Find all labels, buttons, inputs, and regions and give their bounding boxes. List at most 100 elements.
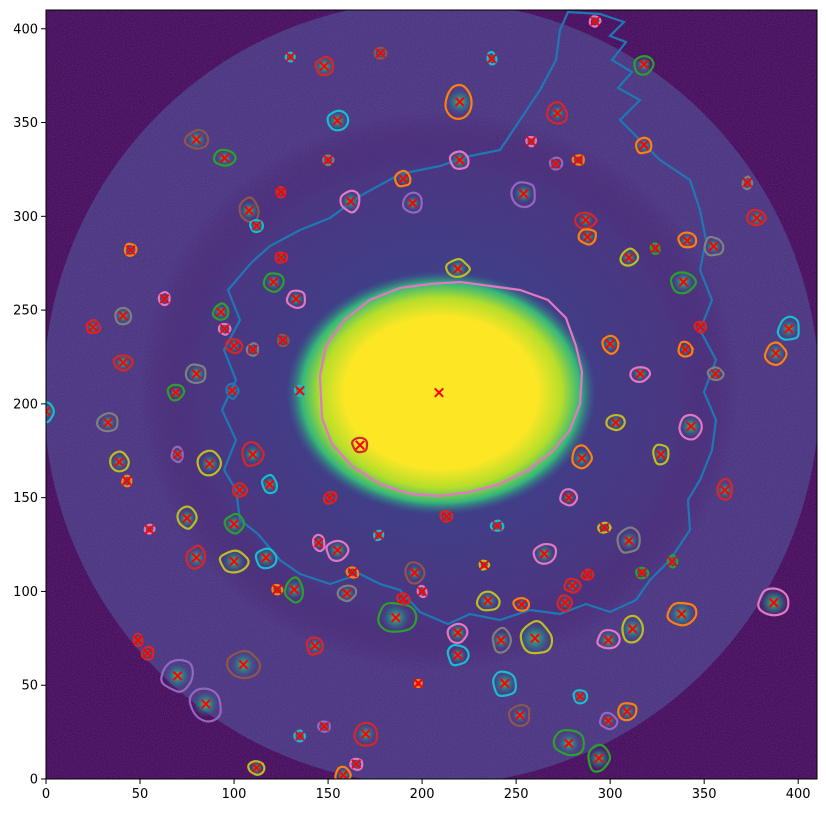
source-marker (133, 635, 144, 646)
source-marker (682, 235, 693, 246)
source-marker (593, 753, 604, 764)
source-contour (444, 83, 473, 120)
source-marker (251, 220, 262, 231)
source-marker (325, 492, 335, 503)
source-marker (345, 196, 356, 207)
source-marker (539, 549, 550, 559)
source-marker (118, 357, 129, 368)
source-contour (629, 366, 652, 384)
source-contour (491, 626, 512, 654)
source-marker (313, 537, 324, 548)
source-marker (191, 368, 202, 379)
source-marker (338, 770, 349, 779)
source-contour (196, 449, 223, 477)
source-contour (512, 597, 531, 612)
source-marker (204, 458, 215, 469)
source-marker (486, 53, 497, 64)
source-contour (546, 101, 569, 125)
source-marker (563, 738, 574, 749)
source-contour (225, 382, 240, 400)
source-contour (475, 590, 501, 612)
source-contour (677, 231, 698, 249)
source-contour (212, 148, 237, 167)
source-contour (262, 272, 285, 293)
source-markers (46, 16, 794, 779)
source-marker (227, 385, 238, 396)
source-marker (441, 511, 452, 522)
source-contour (95, 412, 119, 433)
x-tick-label: 0 (42, 787, 50, 802)
source-marker (676, 609, 687, 619)
source-contour (314, 55, 335, 77)
source-marker (229, 340, 239, 351)
x-tick-label: 50 (132, 787, 149, 802)
source-contour (598, 711, 619, 731)
source-marker (639, 140, 649, 150)
source-contour (140, 645, 155, 661)
source-contour (489, 519, 505, 532)
source-marker (599, 522, 610, 533)
source-contour (556, 594, 574, 613)
source-contour (669, 271, 697, 295)
source-contour (160, 658, 194, 693)
source-marker (244, 205, 254, 216)
x-tick-label: 150 (316, 787, 341, 802)
source-contour (574, 211, 598, 230)
source-marker (200, 699, 211, 709)
source-contour (571, 154, 585, 166)
source-contour (577, 228, 598, 246)
source-marker (454, 155, 465, 165)
source-marker (103, 417, 113, 428)
source-marker (550, 158, 561, 169)
source-marker (191, 552, 202, 563)
source-marker (172, 670, 183, 681)
x-axis: 0 50 100 150 200 250 300 350 400 (42, 779, 811, 802)
source-marker (182, 513, 192, 524)
source-marker (390, 612, 401, 623)
source-marker (667, 556, 678, 567)
source-contour (619, 247, 640, 267)
source-contour (305, 636, 325, 656)
source-contour (248, 219, 264, 234)
source-contour (231, 482, 249, 498)
source-marker (590, 16, 601, 27)
source-contour (46, 401, 55, 424)
x-tick-label: 250 (504, 787, 529, 802)
source-marker (409, 567, 420, 578)
source-marker (452, 650, 463, 661)
source-contour (176, 505, 198, 530)
source-marker (88, 322, 98, 332)
source-marker (770, 348, 781, 359)
source-contour (401, 191, 423, 214)
source-marker (552, 108, 563, 119)
y-tick-label: 350 (13, 116, 38, 131)
source-marker (577, 453, 587, 464)
source-contour (634, 136, 653, 155)
source-marker (742, 177, 753, 188)
source-marker (46, 406, 51, 417)
y-tick-label: 300 (13, 210, 38, 225)
source-marker (159, 293, 170, 304)
source-marker (516, 599, 527, 610)
source-marker (639, 59, 649, 70)
source-contours (46, 15, 800, 779)
source-contour (616, 526, 641, 554)
source-contour (351, 436, 369, 454)
source-marker (332, 545, 343, 556)
source-marker (518, 188, 529, 199)
source-marker (783, 323, 794, 334)
source-contour (633, 55, 655, 76)
source-marker (310, 640, 320, 651)
source-marker (294, 385, 305, 396)
source-contour (492, 670, 517, 698)
source-marker (610, 417, 621, 428)
source-marker (125, 245, 136, 255)
source-marker (247, 449, 258, 460)
source-contour (571, 444, 593, 470)
source-marker (452, 627, 463, 638)
source-marker (624, 535, 634, 546)
galaxy-core (286, 271, 596, 515)
x-tick-label: 100 (222, 787, 247, 802)
source-contour (621, 614, 645, 644)
source-marker (680, 344, 691, 355)
